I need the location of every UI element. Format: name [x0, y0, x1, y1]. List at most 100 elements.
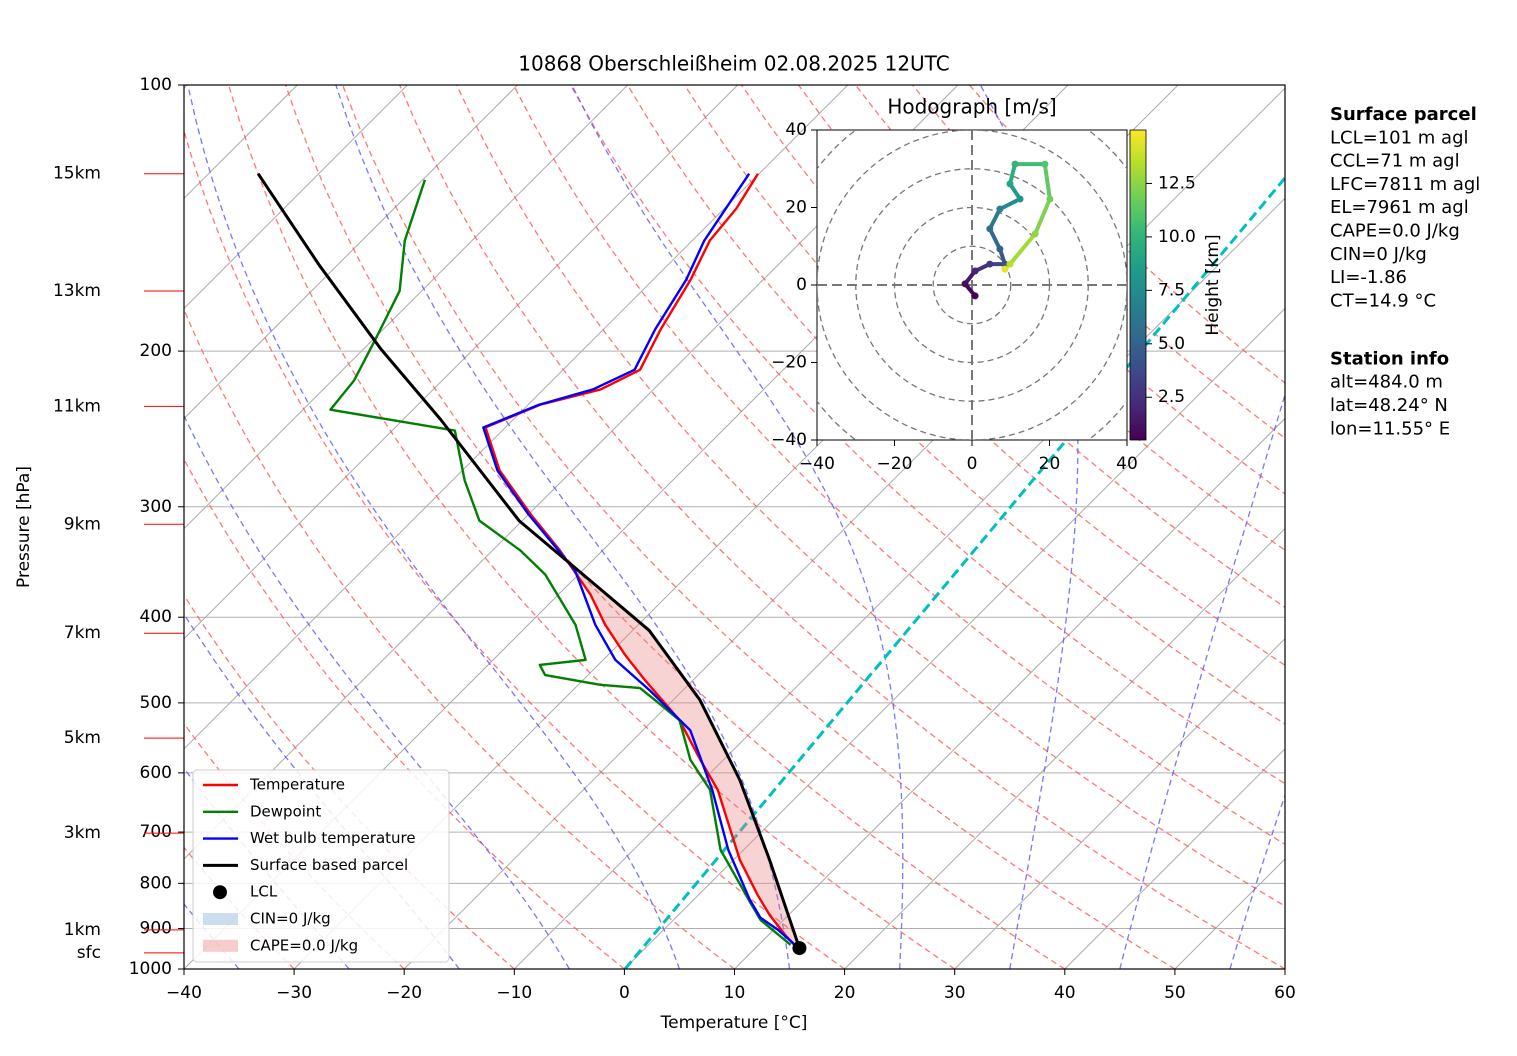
hodograph-y-tick-label: −20 — [771, 353, 807, 373]
info-line: CCL=71 m agl — [1330, 151, 1460, 172]
moist-adiabat — [187, 85, 681, 969]
hodograph-point — [1006, 180, 1014, 188]
chart-title: 10868 Oberschleißheim 02.08.2025 12UTC — [518, 52, 949, 76]
info-line: LFC=7811 m agl — [1330, 174, 1480, 195]
y-axis-label: Pressure [hPa] — [14, 466, 34, 588]
x-tick-label: −10 — [496, 983, 532, 1003]
isotherm — [954, 637, 1285, 969]
dry-adiabat — [228, 85, 956, 969]
hodograph-segment — [1042, 162, 1052, 201]
x-tick-label: 20 — [834, 983, 856, 1003]
x-axis-label: Temperature [°C] — [660, 1013, 808, 1033]
profile-line — [256, 172, 801, 949]
isotherm — [184, 85, 628, 530]
info-line: EL=7961 m agl — [1330, 197, 1469, 218]
plot-frame — [183, 84, 1286, 970]
colorbar-tick-label: 2.5 — [1158, 387, 1185, 407]
legend-label: LCL — [250, 883, 278, 901]
hodograph-segment — [987, 226, 1002, 251]
hodograph-point — [1001, 265, 1009, 273]
moist-adiabat — [184, 903, 240, 969]
hodograph-point — [971, 267, 979, 275]
dry-adiabat — [284, 85, 1066, 969]
legend-swatch — [213, 885, 227, 900]
hodograph-point — [1046, 195, 1054, 203]
hodograph-y-tick-label: 40 — [785, 120, 807, 140]
height-label: sfc — [77, 943, 101, 963]
lcl-point — [792, 941, 807, 956]
info-line: lon=11.55° E — [1330, 418, 1450, 439]
hodograph-point — [1011, 160, 1019, 168]
hodograph-segment — [987, 207, 1002, 231]
x-tick-label: 0 — [619, 983, 630, 1003]
moist-adiabat — [1229, 793, 1285, 969]
hodograph-title: Hodograph [m/s] — [887, 95, 1056, 119]
reference-line — [623, 177, 1285, 969]
dry-adiabat — [398, 85, 1285, 969]
profile-line — [482, 173, 796, 946]
profiles — [256, 172, 1285, 969]
dry-adiabat — [341, 85, 1176, 969]
dry-adiabat — [184, 128, 845, 969]
x-tick-label: 10 — [724, 983, 746, 1003]
hodograph-segment — [1033, 196, 1052, 236]
hodograph-point — [1016, 195, 1024, 203]
x-tick-label: −20 — [386, 983, 422, 1003]
y-tick-label: 300 — [140, 497, 172, 517]
info-title: Station info — [1330, 348, 1449, 369]
hodograph-x-tick-label: 20 — [1039, 454, 1061, 474]
y-tick-label: 900 — [140, 919, 172, 939]
y-tick-label: 100 — [140, 75, 172, 95]
legend-label: Temperature — [249, 776, 345, 794]
y-tick-label: 500 — [140, 693, 172, 713]
dry-adiabat — [184, 722, 405, 969]
x-tick-label: −40 — [166, 983, 202, 1003]
cape-area — [569, 564, 800, 949]
isotherm — [184, 85, 739, 640]
hodograph-ring — [932, 245, 1012, 325]
colorbar-tick-label: 7.5 — [1158, 280, 1185, 300]
legend-label: CAPE=0.0 J/kg — [250, 936, 358, 954]
isotherm — [844, 527, 1285, 969]
isotherm — [734, 417, 1285, 969]
legend: Temperature Dewpoint Wet bulb temperature S… — [192, 769, 450, 963]
x-tick-label: 60 — [1274, 983, 1296, 1003]
colorbar-tick-label: 12.5 — [1158, 173, 1196, 193]
dry-adiabat — [455, 85, 1285, 907]
hodograph-point — [986, 225, 994, 233]
hodograph: Hodograph [m/s] Height [km] −40 −20 0 20 40 −… — [771, 95, 1223, 475]
y-tick-label: 400 — [140, 607, 172, 627]
height-label: 9km — [64, 514, 101, 534]
profile-line — [329, 179, 792, 946]
hodograph-y-tick-label: 0 — [796, 275, 807, 295]
height-label: 7km — [64, 623, 101, 643]
isotherm — [184, 85, 408, 310]
moist-adiabat — [184, 414, 570, 969]
colorbar — [1129, 129, 1147, 441]
isotherm — [184, 85, 518, 420]
hodograph-y-tick-label: 20 — [785, 198, 807, 218]
hodograph-x-tick-label: 0 — [967, 454, 978, 474]
hodograph-x-tick-label: −20 — [877, 454, 913, 474]
info-line: CT=14.9 °C — [1330, 290, 1436, 311]
moist-adiabat — [571, 85, 904, 969]
x-tick-label: 50 — [1164, 983, 1186, 1003]
hodograph-x-tick-label: −40 — [799, 454, 835, 474]
hodograph-point — [1031, 230, 1039, 238]
height-label: 11km — [53, 396, 101, 416]
hodograph-point — [961, 280, 969, 288]
colorbar-tick-label: 5.0 — [1158, 334, 1185, 354]
hodograph-y-tick-label: −40 — [771, 430, 807, 450]
hodograph-plot — [817, 130, 1127, 440]
legend-label: Wet bulb temperature — [250, 829, 416, 847]
info-line: CAPE=0.0 J/kg — [1330, 221, 1460, 242]
legend-swatch — [203, 939, 238, 952]
legend-box — [192, 769, 450, 963]
y-tick-label: 600 — [140, 763, 172, 783]
y-tick-label: 800 — [140, 873, 172, 893]
isotherm — [513, 197, 1285, 969]
isotherm — [1064, 748, 1285, 969]
hodograph-segment — [997, 196, 1023, 212]
